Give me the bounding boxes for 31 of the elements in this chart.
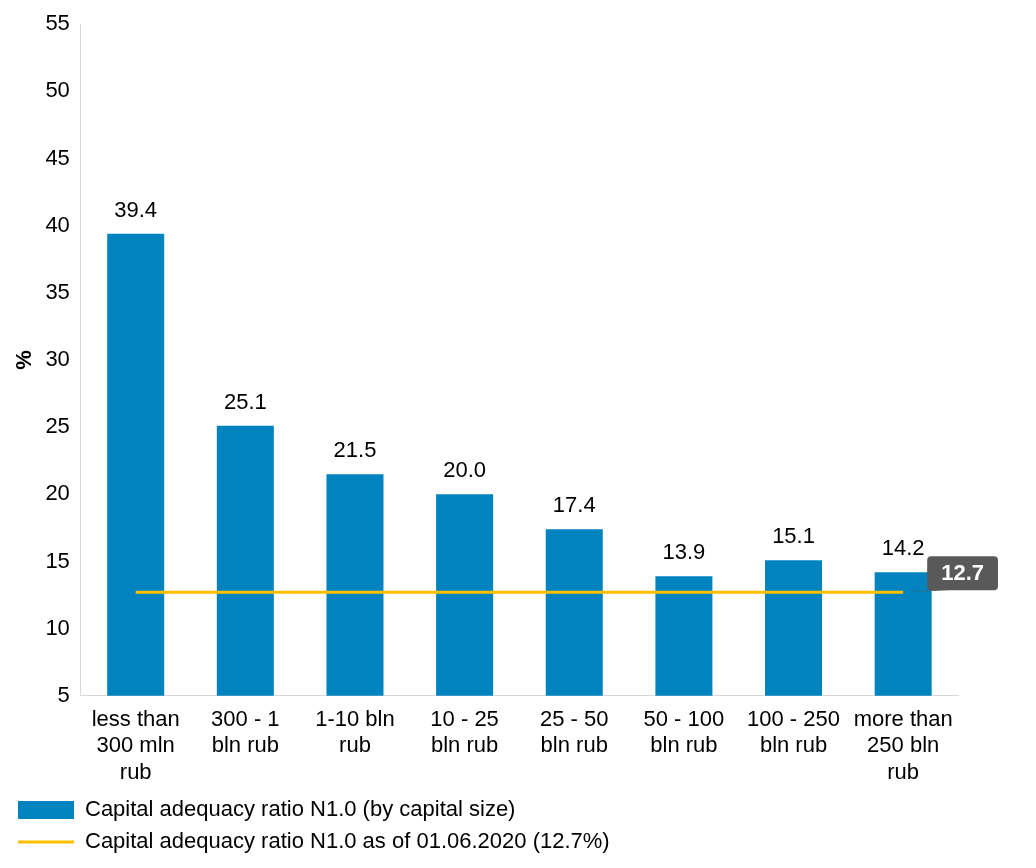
y-tick-label: 40 <box>45 211 70 237</box>
data-label: 25.1 <box>223 388 267 414</box>
y-tick-label: 30 <box>45 346 70 372</box>
x-tick-label: 300 - 1 bln rub <box>211 706 280 758</box>
data-label: 17.4 <box>552 492 596 518</box>
y-tick-label: 35 <box>45 278 70 304</box>
data-label: 15.1 <box>772 523 815 549</box>
data-label: 21.5 <box>333 437 377 463</box>
data-label: 39.4 <box>114 196 158 222</box>
data-label: 14.2 <box>881 535 925 561</box>
data-label: 13.9 <box>662 539 706 565</box>
data-label: 12.7 <box>941 560 984 586</box>
legend-label: Capital adequacy ratio N1.0 (by capital size) <box>85 796 516 822</box>
data-label: 20.0 <box>443 457 487 483</box>
y-tick-label: 10 <box>45 614 70 640</box>
y-tick-label: 25 <box>45 413 70 439</box>
y-tick-label: 55 <box>45 10 70 36</box>
x-tick-label: 1-10 bln rub <box>315 706 395 758</box>
x-tick-label: 50 - 100 bln rub <box>643 706 725 758</box>
y-tick-label: 45 <box>45 144 70 170</box>
y-tick-label: 5 <box>57 681 70 707</box>
x-tick-label: 100 - 250 bln rub <box>747 706 841 758</box>
legend-label: Capital adequacy ratio N1.0 as of 01.06.2020 (12.7%) <box>85 828 610 854</box>
y-axis-title: % <box>11 350 37 370</box>
y-tick-label: 50 <box>45 77 70 103</box>
x-tick-label: less than 300 mln rub <box>91 706 180 784</box>
y-tick-label: 15 <box>45 547 70 573</box>
x-tick-label: 25 - 50 bln rub <box>540 706 609 758</box>
x-tick-label: 10 - 25 bln rub <box>430 706 499 758</box>
y-tick-label: 20 <box>45 480 70 506</box>
x-tick-label: more than 250 bln rub <box>853 706 953 784</box>
